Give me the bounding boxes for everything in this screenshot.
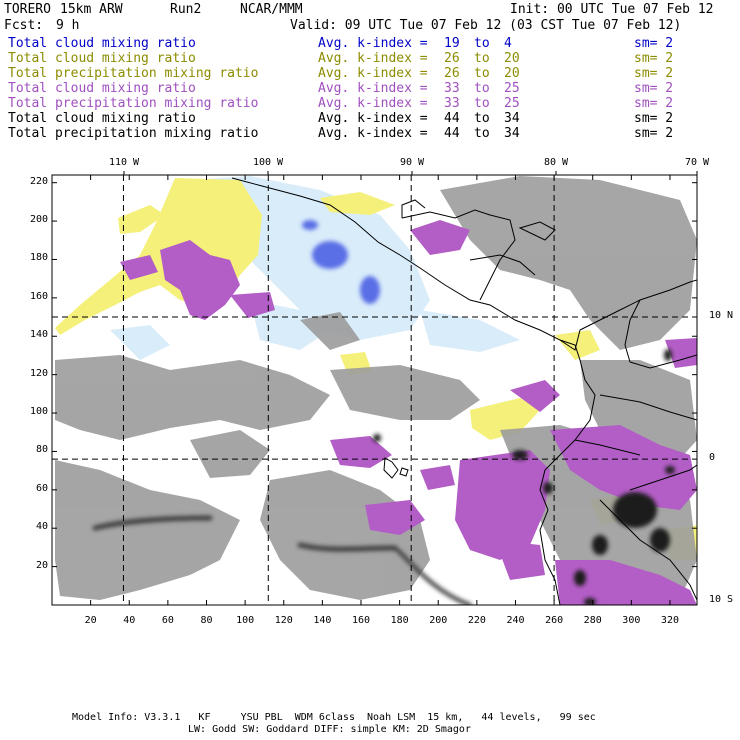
legend-k-start: 26 (444, 51, 460, 66)
x-tick-label: 240 (506, 615, 525, 626)
legend-smoothing: sm= 2 (634, 111, 674, 126)
legend-k-start: 44 (444, 126, 460, 141)
y-tick-label: 40 (35, 521, 48, 533)
y-tick-label: 100 (29, 406, 48, 418)
legend-smoothing: sm= 2 (634, 81, 674, 96)
legend-to: to (474, 66, 490, 81)
axis-ticks (52, 171, 698, 605)
legend-smoothing: sm= 2 (634, 36, 674, 51)
plot-frame (51, 174, 698, 606)
legend-to: to (474, 96, 490, 111)
legend-k-end: 34 (504, 126, 520, 141)
run-label: Run2 (170, 2, 202, 17)
y-tick-label: 120 (29, 367, 48, 379)
y-tick-label: 160 (29, 290, 48, 302)
legend-k-start: 44 (444, 111, 460, 126)
y-tick-label: 80 (35, 444, 48, 456)
longitude-label: 80 W (543, 157, 569, 168)
legend-stat: Avg. k-index = (318, 36, 428, 51)
legend-k-start: 19 (444, 36, 460, 51)
legend-k-end: 25 (504, 81, 520, 96)
y-tick-label: 60 (35, 482, 48, 494)
resolution-label: 15km ARW (60, 2, 123, 17)
legend-to: to (474, 36, 490, 51)
graticule (52, 175, 697, 605)
legend-k-end: 20 (504, 66, 520, 81)
legend-field: Total cloud mixing ratio (8, 111, 196, 126)
y-tick-label: 200 (29, 214, 48, 226)
x-tick-label: 80 (200, 615, 213, 626)
x-tick-label: 280 (583, 615, 602, 626)
x-tick-label: 120 (274, 615, 293, 626)
legend-k-end: 34 (504, 111, 520, 126)
latitude-label: 10 N (709, 310, 734, 322)
legend-smoothing: sm= 2 (634, 66, 674, 81)
legend-stat: Avg. k-index = (318, 126, 428, 141)
legend-smoothing: sm= 2 (634, 51, 674, 66)
legend-stat: Avg. k-index = (318, 81, 428, 96)
legend-k-start: 33 (444, 81, 460, 96)
legend-to: to (474, 111, 490, 126)
valid-time: Valid: 09 UTC Tue 07 Feb 12 (03 CST Tue … (290, 18, 682, 33)
legend-field: Total cloud mixing ratio (8, 51, 196, 66)
legend-smoothing: sm= 2 (634, 126, 674, 141)
cloud-field (55, 176, 697, 605)
x-tick-label: 60 (161, 615, 174, 626)
legend-stat: Avg. k-index = (318, 66, 428, 81)
legend-k-start: 33 (444, 96, 460, 111)
legend-field: Total cloud mixing ratio (8, 36, 196, 51)
init-time: Init: 00 UTC Tue 07 Feb 12 (510, 2, 714, 17)
x-tick-label: 300 (622, 615, 641, 626)
legend-smoothing: sm= 2 (634, 96, 674, 111)
forecast-hour: 9 h (56, 18, 80, 33)
x-tick-label: 100 (236, 615, 255, 626)
x-tick-label: 140 (313, 615, 332, 626)
x-tick-label: 160 (351, 615, 370, 626)
y-tick-label: 180 (29, 252, 48, 264)
legend-field: Total precipitation mixing ratio (8, 66, 259, 81)
legend-stat: Avg. k-index = (318, 96, 428, 111)
legend-k-end: 25 (504, 96, 520, 111)
model-name: TORERO (4, 2, 51, 17)
forecast-label: Fcst: (4, 18, 44, 33)
latitude-label: 0 (709, 452, 716, 464)
legend-stat: Avg. k-index = (318, 51, 428, 66)
legend-to: to (474, 81, 490, 96)
x-tick-label: 260 (545, 615, 564, 626)
coastline (231, 177, 697, 605)
x-tick-label: 20 (84, 615, 97, 626)
longitude-label: 90 W (399, 157, 425, 168)
y-tick-label: 220 (29, 175, 48, 187)
legend-to: to (474, 51, 490, 66)
latitude-label: 10 S (709, 594, 734, 606)
legend-field: Total cloud mixing ratio (8, 81, 196, 96)
legend-stat: Avg. k-index = (318, 111, 428, 126)
physics-info: LW: Godd SW: Goddard DIFF: simple KM: 2D… (188, 724, 471, 735)
x-tick-label: 320 (660, 615, 679, 626)
model-info: Model Info: V3.3.1 KF YSU PBL WDM 6class… (72, 712, 596, 723)
legend-field: Total precipitation mixing ratio (8, 96, 259, 111)
legend-field: Total precipitation mixing ratio (8, 126, 259, 141)
legend-to: to (474, 126, 490, 141)
x-tick-label: 220 (467, 615, 486, 626)
longitude-label: 110 W (108, 157, 140, 168)
y-tick-label: 20 (35, 559, 48, 571)
legend-k-end: 20 (504, 51, 520, 66)
x-tick-label: 180 (390, 615, 409, 626)
legend-k-end: 4 (504, 36, 512, 51)
longitude-label: 70 W (684, 157, 710, 168)
legend-k-start: 26 (444, 66, 460, 81)
x-tick-label: 40 (123, 615, 136, 626)
y-tick-label: 140 (29, 329, 48, 341)
org-label: NCAR/MMM (240, 2, 303, 17)
x-tick-label: 200 (429, 615, 448, 626)
longitude-label: 100 W (252, 157, 284, 168)
